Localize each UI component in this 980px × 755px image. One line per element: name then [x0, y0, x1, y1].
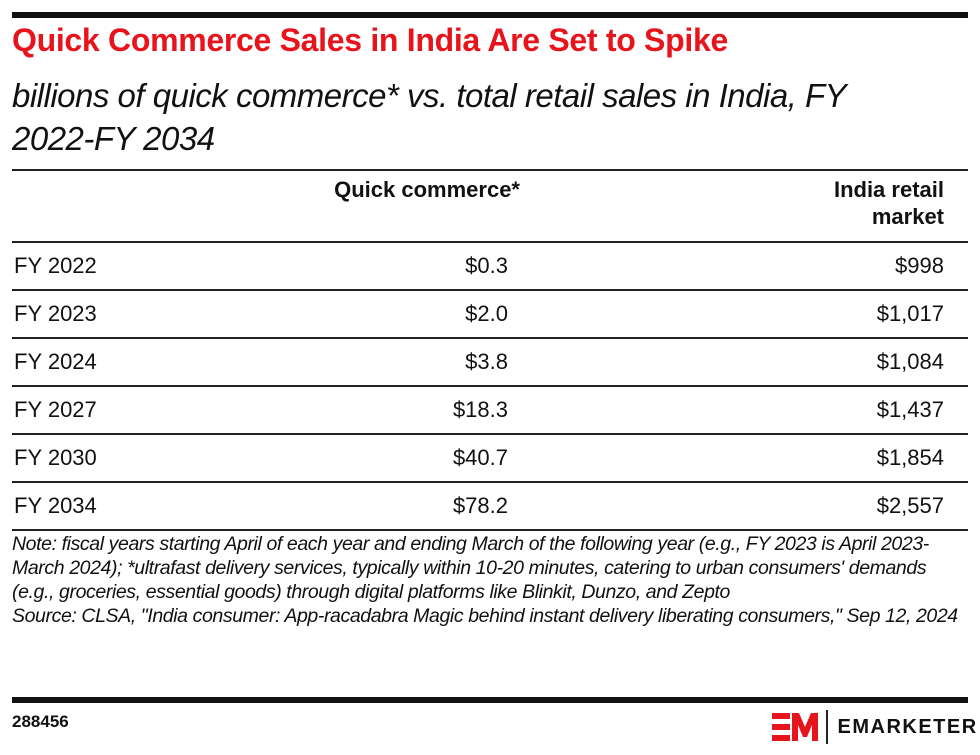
quick-commerce-value: $78.2: [452, 493, 508, 518]
row-label: FY 2024: [14, 349, 97, 374]
quick-commerce-value: $0.3: [465, 253, 508, 278]
emarketer-em-logo-icon: [772, 713, 818, 741]
row-label: FY 2022: [14, 253, 97, 278]
chart-title: Quick Commerce Sales in India Are Set to…: [12, 22, 728, 58]
table-row: FY 2022 $0.3 $998: [12, 243, 968, 291]
table-header: Quick commerce* India retail market: [12, 171, 968, 243]
bottom-rule: [12, 697, 968, 703]
chart-id: 288456: [12, 712, 69, 731]
notes-block: Note: fiscal years starting April of eac…: [12, 532, 972, 628]
source-text: Source: CLSA, "India consumer: App-racad…: [12, 605, 958, 627]
table-top-rule: [12, 169, 968, 171]
table-row: FY 2034 $78.2 $2,557: [12, 483, 968, 531]
row-label: FY 2027: [14, 397, 97, 422]
brand-name: EMARKETER: [837, 715, 978, 738]
retail-market-value: $1,854: [876, 445, 944, 470]
quick-commerce-value: $40.7: [452, 445, 508, 470]
quick-commerce-value: $18.3: [452, 397, 508, 422]
retail-market-value: $2,557: [876, 493, 944, 518]
table-body: FY 2022 $0.3 $998 FY 2023 $2.0 $1,017 FY 2024 $…: [12, 243, 968, 531]
table-row: FY 2024 $3.8 $1,084: [12, 339, 968, 387]
logo-divider: [826, 710, 828, 744]
table-row: FY 2023 $2.0 $1,017: [12, 291, 968, 339]
emarketer-logo: EMARKETER: [772, 710, 978, 744]
retail-market-value: $1,017: [876, 301, 944, 326]
column-header-quick-commerce: Quick commerce*: [334, 177, 520, 202]
retail-market-value: $998: [895, 253, 944, 278]
quick-commerce-value: $3.8: [465, 349, 508, 374]
column-header-india-retail-market: India retail market: [833, 177, 944, 229]
data-table: Quick commerce* India retail market FY 2…: [12, 171, 968, 531]
row-label: FY 2030: [14, 445, 97, 470]
note-text: Note: fiscal years starting April of eac…: [12, 533, 929, 603]
table-row: FY 2027 $18.3 $1,437: [12, 387, 968, 435]
chart-subtitle: billions of quick commerce* vs. total re…: [12, 77, 846, 157]
table-row: FY 2030 $40.7 $1,854: [12, 435, 968, 483]
row-label: FY 2034: [14, 493, 97, 518]
retail-market-value: $1,437: [876, 397, 944, 422]
quick-commerce-value: $2.0: [465, 301, 508, 326]
row-label: FY 2023: [14, 301, 97, 326]
retail-market-value: $1,084: [876, 349, 944, 374]
top-rule: [12, 12, 968, 18]
